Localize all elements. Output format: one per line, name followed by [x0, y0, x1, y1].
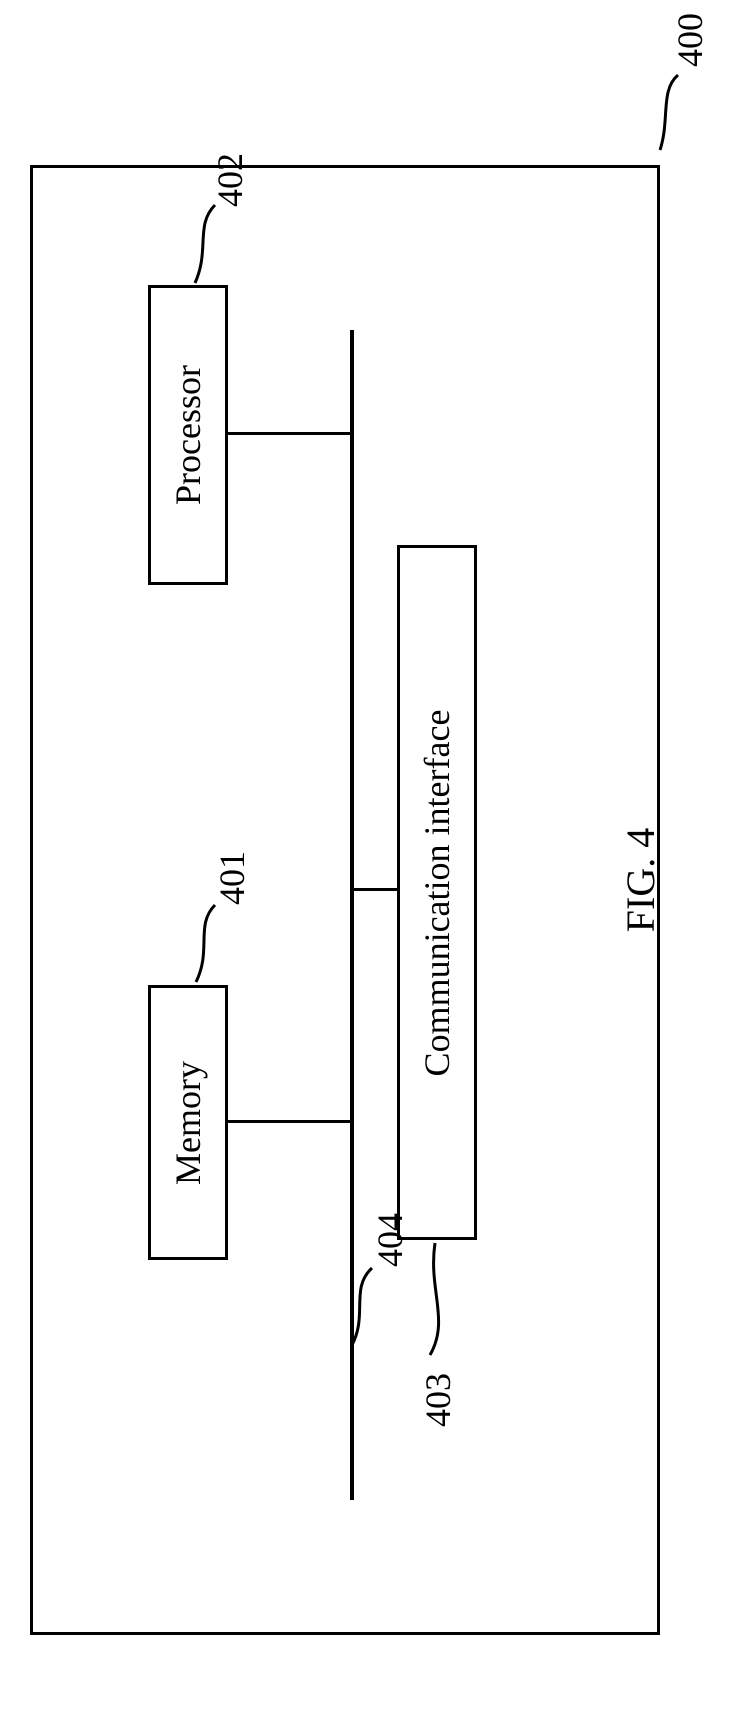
outer-ref-label: 400 [650, 0, 730, 80]
comm-ref-label: 403 [398, 1360, 478, 1440]
bus-ref-label: 404 [350, 1200, 430, 1280]
processor-ref-label: 402 [190, 140, 270, 220]
figure-caption: FIG. 4 [610, 780, 670, 980]
memory-ref-label: 401 [192, 838, 272, 918]
figure-canvas: Processor Memory Communication interface… [0, 0, 731, 1725]
